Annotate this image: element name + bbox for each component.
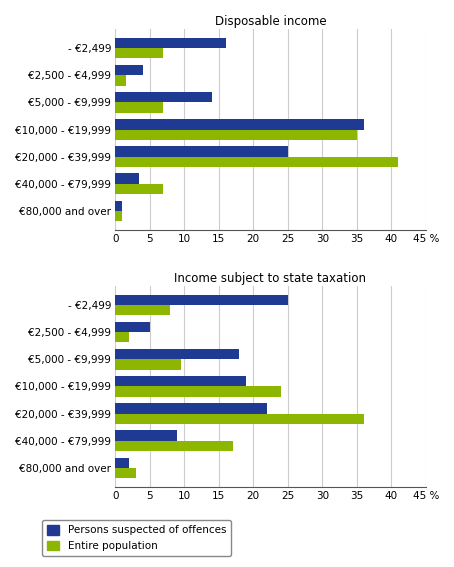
Title: Disposable income: Disposable income [215, 15, 326, 28]
Bar [115, 174, 139, 184]
Legend: Persons suspected of offences, Entire population: Persons suspected of offences, Entire po… [41, 520, 231, 556]
Bar [115, 129, 357, 140]
Bar [115, 146, 288, 156]
Bar [115, 295, 288, 305]
Bar [115, 458, 129, 468]
Bar [115, 322, 150, 332]
Bar [115, 119, 364, 129]
Bar [115, 430, 178, 441]
Bar [115, 65, 143, 75]
Bar [115, 201, 122, 211]
Bar [115, 387, 281, 397]
Bar [115, 413, 364, 424]
Bar [115, 156, 398, 167]
Bar [115, 48, 163, 58]
Bar [115, 376, 247, 387]
Bar [115, 305, 170, 315]
Bar [115, 468, 136, 478]
Bar [115, 184, 163, 194]
Bar [115, 403, 267, 413]
Bar [115, 349, 239, 359]
Bar [115, 441, 232, 451]
Bar [115, 332, 129, 342]
Bar [115, 38, 226, 48]
Bar [115, 359, 181, 370]
Title: Income subject to state taxation: Income subject to state taxation [174, 272, 366, 285]
Bar [115, 75, 125, 86]
Bar [115, 92, 212, 103]
Bar [115, 211, 122, 221]
Bar [115, 103, 163, 113]
